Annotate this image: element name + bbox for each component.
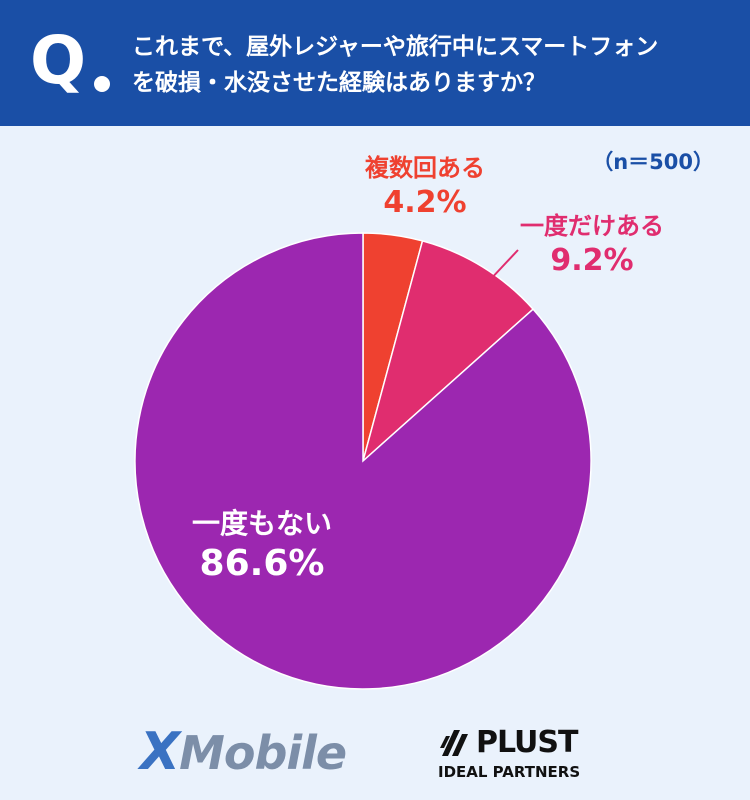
label-multiple-times-value: 4.2% <box>383 185 467 220</box>
xmobile-logo-text: Mobile <box>179 726 347 780</box>
plust-mark-icon <box>440 730 468 756</box>
label-multiple-times-name: 複数回ある <box>365 154 485 182</box>
label-multiple-times: 複数回ある 4.2% <box>365 152 485 222</box>
plust-subtitle: IDEAL PARTNERS <box>438 763 581 781</box>
label-only-once-value: 9.2% <box>550 243 634 278</box>
plust-logo: PLUST IDEAL PARTNERS <box>438 726 580 782</box>
question-line-2: を破損・水没させた経験はありますか？ <box>132 70 546 96</box>
q-mark: Q <box>30 22 87 99</box>
pie-chart <box>134 232 592 690</box>
label-never-name: 一度もない <box>192 507 333 540</box>
slice-never <box>134 232 592 690</box>
label-only-once-name: 一度だけある <box>520 212 664 240</box>
q-dot <box>94 76 110 92</box>
question-header: Q これまで、屋外レジャーや旅行中にスマートフォン を破損・水没させた経験はあり… <box>0 0 750 126</box>
sample-size: （n＝500） <box>592 150 714 174</box>
plust-name: PLUST <box>476 725 578 760</box>
label-never-value: 86.6% <box>199 543 325 584</box>
xmobile-logo-x: X <box>140 722 180 782</box>
question-line-1: これまで、屋外レジャーや旅行中にスマートフォン <box>132 34 659 60</box>
xmobile-logo: XMobile <box>140 722 347 782</box>
slice-only-once <box>361 239 535 464</box>
leader-line-only-once <box>487 249 519 283</box>
label-only-once: 一度だけある 9.2% <box>520 210 664 280</box>
label-never: 一度もない 86.6% <box>192 506 332 586</box>
